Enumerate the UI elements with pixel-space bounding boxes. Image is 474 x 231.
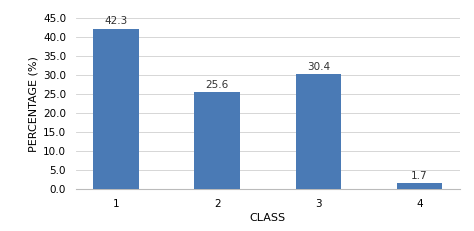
Text: 30.4: 30.4 [307,62,330,72]
X-axis label: CLASS: CLASS [250,213,286,223]
Bar [194,92,240,189]
Bar [296,74,341,189]
Bar [397,183,442,189]
Text: 1.7: 1.7 [411,171,428,181]
Text: 25.6: 25.6 [206,80,229,90]
Text: 42.3: 42.3 [104,16,128,27]
Y-axis label: PERCENTAGE (%): PERCENTAGE (%) [29,56,39,152]
Bar [93,29,139,189]
